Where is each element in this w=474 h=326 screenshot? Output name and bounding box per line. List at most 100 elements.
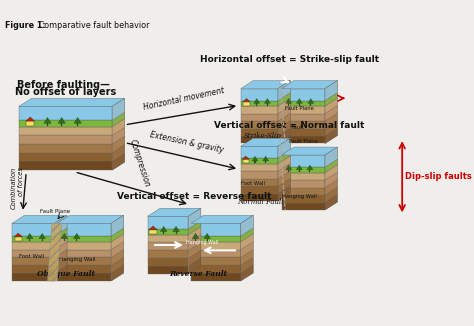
Polygon shape	[189, 242, 201, 258]
Polygon shape	[12, 250, 55, 258]
Polygon shape	[191, 258, 241, 265]
Polygon shape	[192, 233, 199, 239]
Polygon shape	[148, 208, 201, 216]
Polygon shape	[241, 101, 278, 106]
Polygon shape	[12, 258, 55, 265]
Polygon shape	[241, 106, 278, 113]
Polygon shape	[55, 228, 67, 242]
Polygon shape	[241, 81, 291, 89]
Polygon shape	[15, 237, 22, 241]
Polygon shape	[325, 165, 337, 180]
Polygon shape	[189, 221, 201, 235]
Polygon shape	[241, 257, 253, 273]
Polygon shape	[325, 172, 337, 187]
Polygon shape	[282, 101, 325, 106]
Polygon shape	[112, 154, 125, 170]
Polygon shape	[243, 98, 250, 102]
Polygon shape	[264, 98, 270, 103]
Polygon shape	[241, 128, 278, 136]
Polygon shape	[191, 236, 241, 242]
Polygon shape	[278, 150, 291, 164]
Polygon shape	[160, 226, 167, 231]
Polygon shape	[73, 233, 80, 239]
Polygon shape	[288, 103, 289, 106]
Text: Vertical offset = Reverse fault: Vertical offset = Reverse fault	[117, 192, 271, 201]
Polygon shape	[55, 242, 67, 258]
Polygon shape	[29, 239, 30, 241]
Polygon shape	[282, 136, 325, 143]
Polygon shape	[149, 226, 157, 230]
Polygon shape	[55, 265, 67, 281]
Polygon shape	[111, 215, 124, 236]
Polygon shape	[278, 121, 291, 136]
Polygon shape	[27, 233, 33, 239]
Polygon shape	[77, 123, 78, 126]
Text: Fault Plane: Fault Plane	[289, 139, 318, 144]
Polygon shape	[325, 195, 337, 210]
Polygon shape	[61, 123, 62, 126]
Text: Vertical offset = Normal fault: Vertical offset = Normal fault	[214, 121, 365, 130]
Polygon shape	[148, 216, 189, 229]
Polygon shape	[263, 156, 269, 161]
Polygon shape	[173, 226, 180, 231]
Polygon shape	[19, 153, 112, 161]
Polygon shape	[61, 233, 68, 239]
Polygon shape	[14, 233, 22, 237]
Polygon shape	[241, 215, 253, 281]
Polygon shape	[252, 156, 258, 161]
Polygon shape	[241, 171, 278, 179]
Polygon shape	[112, 112, 125, 127]
Polygon shape	[12, 273, 55, 281]
Polygon shape	[57, 265, 111, 273]
Text: Comparative fault behavior: Comparative fault behavior	[36, 21, 149, 30]
Polygon shape	[254, 98, 260, 103]
Polygon shape	[191, 215, 253, 223]
Polygon shape	[282, 180, 325, 187]
Polygon shape	[57, 242, 111, 250]
Polygon shape	[241, 138, 291, 146]
Polygon shape	[57, 273, 111, 281]
Polygon shape	[189, 250, 201, 266]
Polygon shape	[286, 165, 292, 170]
Polygon shape	[112, 145, 125, 161]
Polygon shape	[278, 138, 291, 158]
Polygon shape	[282, 113, 325, 121]
Polygon shape	[47, 123, 48, 126]
Polygon shape	[242, 156, 249, 159]
Polygon shape	[241, 215, 253, 236]
Polygon shape	[282, 167, 325, 172]
Polygon shape	[42, 239, 43, 241]
Polygon shape	[241, 242, 253, 258]
Polygon shape	[278, 156, 291, 171]
Polygon shape	[207, 239, 208, 241]
Polygon shape	[57, 250, 111, 258]
Text: Figure 1:: Figure 1:	[5, 21, 46, 30]
Polygon shape	[148, 229, 189, 235]
Text: Reverse Fault: Reverse Fault	[169, 270, 228, 278]
Polygon shape	[282, 195, 325, 202]
Polygon shape	[241, 136, 278, 143]
Polygon shape	[148, 266, 189, 274]
Polygon shape	[325, 121, 337, 136]
Text: Fault: Fault	[292, 125, 304, 130]
Polygon shape	[74, 117, 82, 123]
Polygon shape	[282, 187, 325, 195]
Polygon shape	[325, 187, 337, 202]
Text: Compression: Compression	[128, 138, 151, 188]
Polygon shape	[241, 146, 278, 158]
Polygon shape	[191, 250, 241, 258]
Polygon shape	[12, 265, 55, 273]
Polygon shape	[296, 98, 302, 103]
Polygon shape	[241, 234, 253, 250]
Polygon shape	[26, 117, 35, 121]
Polygon shape	[241, 113, 278, 121]
Text: Foot Wall: Foot Wall	[241, 181, 265, 186]
Polygon shape	[112, 136, 125, 153]
Polygon shape	[191, 223, 241, 236]
Polygon shape	[12, 223, 55, 236]
Polygon shape	[267, 103, 268, 106]
Polygon shape	[241, 89, 278, 101]
Polygon shape	[204, 233, 210, 239]
Polygon shape	[195, 239, 196, 241]
Polygon shape	[112, 119, 125, 135]
